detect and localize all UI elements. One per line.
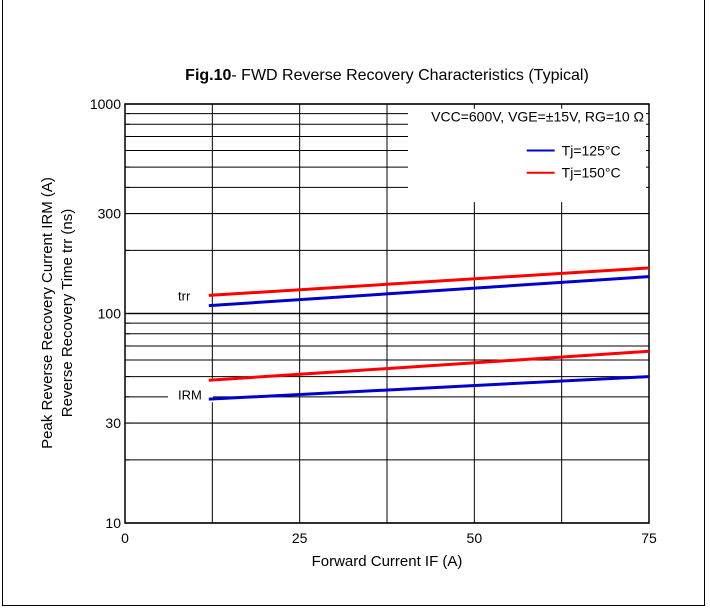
annotation-bg <box>172 286 204 311</box>
y-axis-label-2: Reverse Recovery Time trr (ns) <box>59 209 76 417</box>
condition-text: VCC=600V, VGE=±15V, RG=10 Ω <box>431 109 644 125</box>
series-line-trr-tj125 <box>208 275 650 308</box>
annotation-bg <box>168 378 213 403</box>
y-tick-label: 1000 <box>90 96 121 112</box>
y-tick-label: 30 <box>105 415 121 431</box>
annotation-label: IRM <box>178 388 202 403</box>
y-tick-label: 10 <box>105 515 121 531</box>
y-tick-label: 300 <box>98 206 122 222</box>
series-line-irm-tj125 <box>208 375 650 401</box>
legend-box <box>407 108 646 203</box>
title-text: - FWD Reverse Recovery Characteristics (… <box>231 67 588 84</box>
annotation-label: trr <box>178 288 191 303</box>
y-axis-label-1: Peak Reverse Recovery Current IRM (A) <box>39 177 56 449</box>
x-axis-label: Forward Current IF (A) <box>312 553 463 570</box>
y-tick-label: 100 <box>98 306 122 322</box>
series-line-irm-tj150 <box>208 349 650 382</box>
x-tick-label: 50 <box>467 530 483 546</box>
legend-label: Tj=125°C <box>562 142 621 158</box>
chart-title: Fig.10- FWD Reverse Recovery Characteris… <box>185 67 589 84</box>
x-tick-label: 0 <box>121 530 129 546</box>
plot-area <box>124 103 650 524</box>
title-figure-number: Fig.10 <box>185 67 231 84</box>
x-tick-label: 25 <box>292 530 308 546</box>
legend-label: Tj=150°C <box>562 165 621 181</box>
x-tick-label: 75 <box>641 530 657 546</box>
series-line-trr-tj150 <box>208 266 650 297</box>
